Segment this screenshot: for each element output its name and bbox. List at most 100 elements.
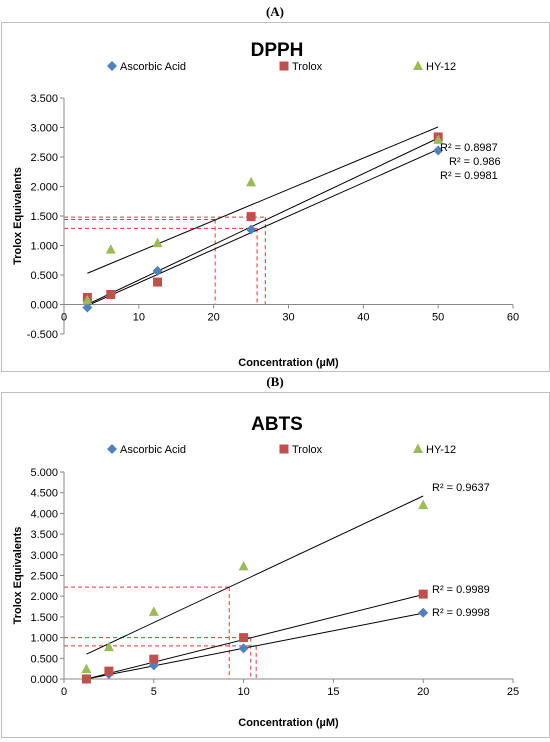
x-tick-label: 25 <box>507 686 519 698</box>
series-diamond <box>82 145 444 313</box>
x-tick-label: 60 <box>507 312 519 324</box>
series-triangle <box>82 134 444 305</box>
data-point <box>433 134 444 144</box>
data-point <box>246 176 257 187</box>
x-tick-label: 40 <box>357 312 369 324</box>
x-tick-label: 5 <box>151 686 157 698</box>
data-point <box>103 641 114 652</box>
x-tick-label: 0 <box>61 312 67 324</box>
data-point <box>82 302 93 313</box>
series-square <box>81 589 428 684</box>
y-tick-label: 1.500 <box>30 612 58 624</box>
data-point <box>238 643 249 654</box>
legend-marker-diamond <box>107 61 117 71</box>
x-tick-label: 30 <box>282 312 294 324</box>
reference-lines <box>64 586 257 679</box>
legend-label: Trolox <box>292 444 323 456</box>
r-squared-label: R² = 0.9998 <box>432 607 490 619</box>
data-point <box>246 212 256 222</box>
chart-title: DPPH <box>251 40 304 61</box>
r-squared-label: R² = 0.9981 <box>440 170 498 182</box>
r-squared-label: R² = 0.986 <box>449 156 501 168</box>
data-point <box>149 654 159 664</box>
legend-label: HY-12 <box>426 61 456 73</box>
panel-label-b: (B) <box>266 374 284 389</box>
data-point <box>152 237 163 248</box>
y-tick-label: 1.500 <box>30 211 58 223</box>
legend-label: Trolox <box>292 61 323 73</box>
data-point <box>246 224 257 235</box>
data-point <box>238 560 249 571</box>
x-tick-label: 20 <box>417 686 429 698</box>
data-point <box>81 674 91 684</box>
trendline-diamond <box>87 148 439 307</box>
r-squared-label: R² = 0.8987 <box>440 142 498 154</box>
y-tick-label: 5.000 <box>30 467 58 479</box>
data-point <box>104 666 114 676</box>
abts-chart: ABTS Ascorbic Acid Trolox HY-12 0.000 0.500 1.… <box>12 414 519 729</box>
y-axis-label: Trolox Equivalents <box>12 527 24 625</box>
y-tick-label: 1.000 <box>30 241 58 253</box>
y-tick-label: 3.500 <box>30 529 58 541</box>
y-tick-label: 2.000 <box>30 182 58 194</box>
x-tick-label: 20 <box>208 312 220 324</box>
data-point <box>82 294 93 305</box>
data-point <box>418 607 429 618</box>
data-point <box>239 633 249 643</box>
x-tick-label: 15 <box>327 686 339 698</box>
data-point <box>106 289 116 299</box>
data-point <box>418 499 429 510</box>
data-point <box>81 663 92 674</box>
y-tick-label: 2.500 <box>30 571 58 583</box>
y-tick-label: 3.500 <box>30 93 58 105</box>
y-tick-label: 4.500 <box>30 488 58 500</box>
legend-marker-square <box>279 444 289 454</box>
y-tick-label: -0.500 <box>27 329 58 341</box>
y-axis-label: Trolox Equivalents <box>12 167 24 265</box>
chart-panel-abts: ABTS Ascorbic Acid Trolox HY-12 0.000 0.500 1.… <box>1 392 550 738</box>
x-tick-label: 10 <box>237 686 249 698</box>
data-point <box>418 589 428 599</box>
dpph-chart: DPPH Ascorbic Acid Trolox HY-12 -0.500 0.0000… <box>12 40 519 369</box>
legend-marker-triangle <box>413 60 423 70</box>
legend-marker-square <box>279 61 289 71</box>
data-point <box>153 277 163 287</box>
x-tick-label: 0 <box>61 686 67 698</box>
legend: Ascorbic Acid Trolox HY-12 <box>107 443 456 456</box>
y-tick-label: 3.000 <box>30 550 58 562</box>
data-point <box>433 145 444 156</box>
y-tick-label: 0.000 <box>30 300 58 312</box>
data-point <box>105 244 116 254</box>
trendline-triangle <box>87 126 439 274</box>
panel-label-a: (A) <box>265 4 285 19</box>
y-tick-label: 2.000 <box>30 591 58 603</box>
y-tick-label: 0.000 <box>30 674 58 686</box>
y-tick-label: 4.000 <box>30 508 58 520</box>
legend: Ascorbic Acid Trolox HY-12 <box>107 60 456 73</box>
x-axis-label: Concentration (µM) <box>238 357 339 369</box>
y-tick-label: 2.500 <box>30 152 58 164</box>
y-tick-label: 3.000 <box>30 123 58 135</box>
legend-marker-triangle <box>413 443 423 453</box>
x-axis-label: Concentration (µM) <box>238 717 339 729</box>
y-tick-label: 0.500 <box>30 653 58 665</box>
legend-label: Ascorbic Acid <box>120 444 186 456</box>
y-tick-label: 1.000 <box>30 633 58 645</box>
series-triangle <box>81 499 429 674</box>
x-tick-label: 10 <box>133 312 145 324</box>
trendline-diamond <box>86 612 424 680</box>
data-point <box>152 265 163 276</box>
trendline-square <box>86 594 424 680</box>
x-tick-label: 50 <box>432 312 444 324</box>
legend-marker-diamond <box>107 444 117 454</box>
chart-title: ABTS <box>251 414 303 435</box>
r-squared-label: R² = 0.9989 <box>432 584 490 596</box>
reference-lines <box>64 216 266 305</box>
legend-label: HY-12 <box>426 444 456 456</box>
legend-label: Ascorbic Acid <box>120 61 186 73</box>
data-point <box>148 606 159 616</box>
r-squared-label: R² = 0.9637 <box>432 482 490 494</box>
trendline-square <box>87 137 439 305</box>
trendline-triangle <box>86 495 424 655</box>
chart-panel-dpph: DPPH Ascorbic Acid Trolox HY-12 -0.500 0.000 0… <box>1 22 550 372</box>
